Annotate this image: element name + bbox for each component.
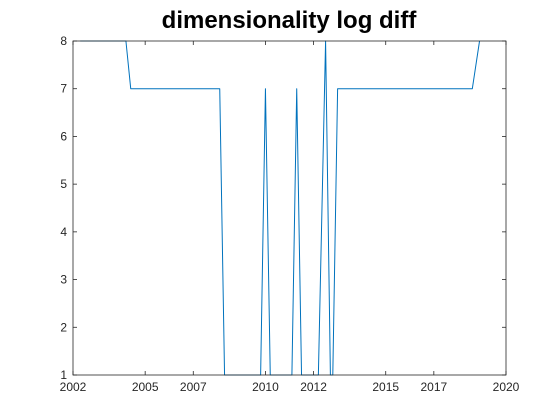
y-tick-label: 2 [60,320,67,334]
x-tick-label: 2007 [180,380,207,394]
y-tick-label: 4 [60,225,67,239]
series-line-0 [80,40,481,376]
y-tick-label: 6 [60,129,67,143]
y-tick-label: 7 [60,82,67,96]
x-tick-label: 2017 [420,380,447,394]
y-tick-label: 5 [60,177,67,191]
x-tick-label: 2010 [252,380,279,394]
x-tick-label: 2015 [372,380,399,394]
plot-area-background [73,41,506,375]
axes-box [72,40,507,376]
axes-layer: 2002 2005 2007 2010 2012 2015 2017 2020 1 2 3 4 5 6 7 8 [60,34,520,394]
x-tick-label: 2020 [493,380,520,394]
x-tick-label: 2002 [60,380,87,394]
y-tick-label: 1 [60,368,67,382]
x-tick-label: 2005 [132,380,159,394]
y-tick-label: 8 [60,34,67,48]
series-layer [80,40,481,376]
chart-title: dimensionality log diff [161,7,417,34]
y-tick-label: 3 [60,273,67,287]
x-tick-label: 2012 [300,380,327,394]
